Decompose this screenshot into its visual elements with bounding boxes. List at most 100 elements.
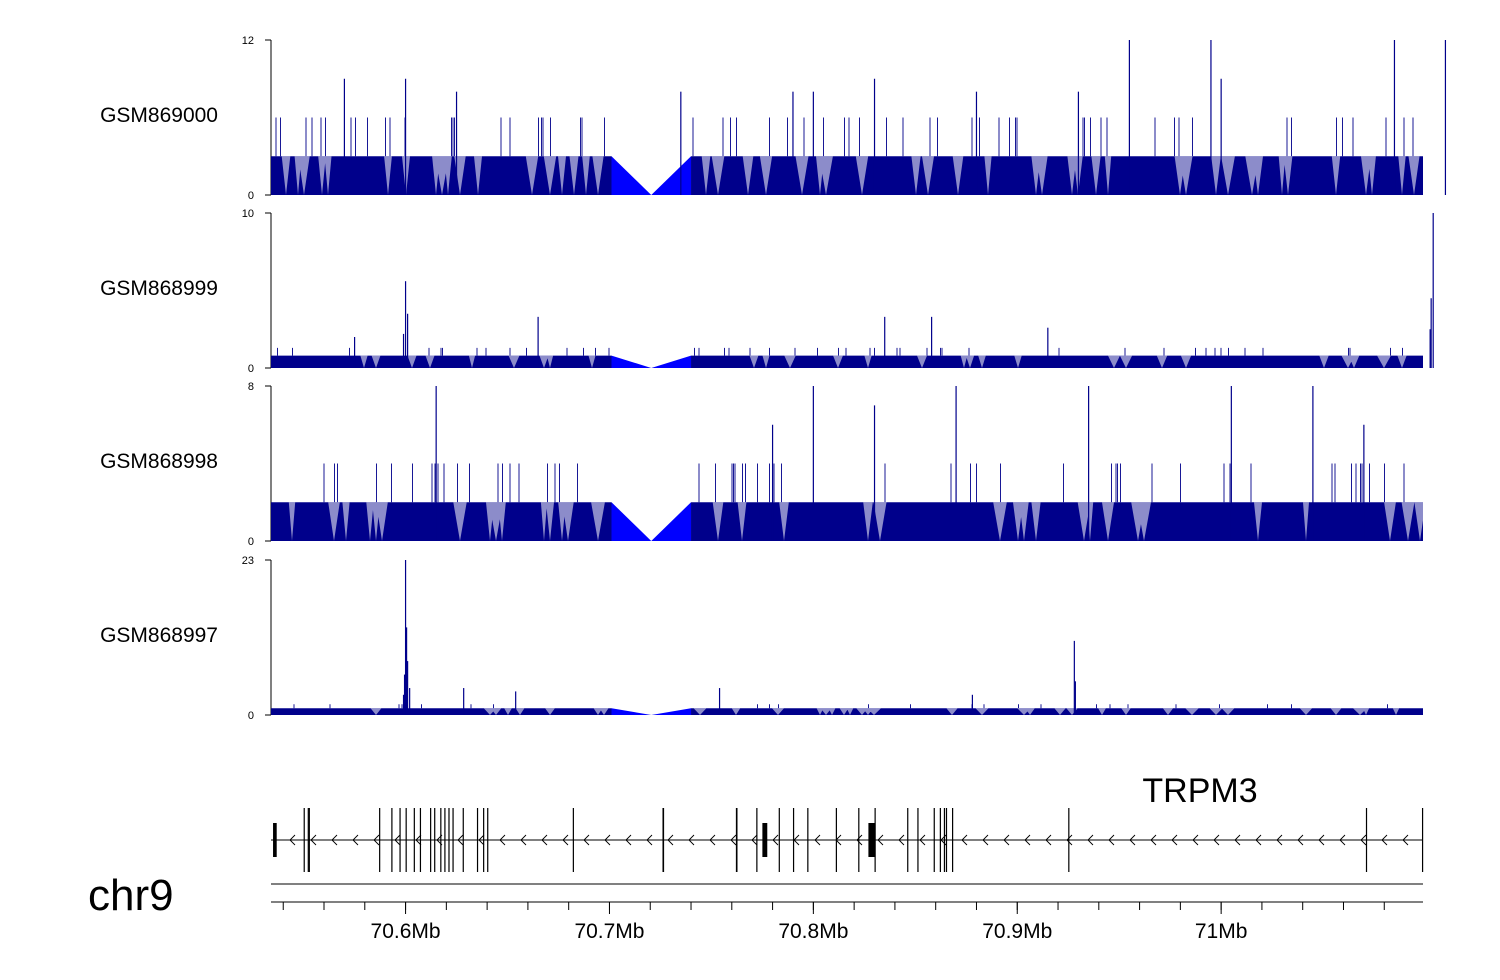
- strand-arrow: [1087, 834, 1094, 846]
- strand-arrow: [1129, 834, 1136, 846]
- gap-wedge: [651, 502, 692, 541]
- gene-exons: [273, 808, 1424, 872]
- exon: [419, 808, 422, 872]
- strand-arrow: [1192, 834, 1199, 846]
- exon: [487, 808, 489, 872]
- chromosome-label: chr9: [88, 871, 174, 920]
- y-tick-label: 8: [248, 381, 254, 393]
- axis-tick-label: 70.8Mb: [778, 920, 848, 943]
- gap-wedge: [611, 156, 652, 195]
- exon: [1068, 808, 1070, 872]
- strand-arrow: [856, 834, 863, 846]
- strand-arrow: [1066, 834, 1073, 846]
- exon: [430, 808, 432, 872]
- exon: [462, 808, 464, 872]
- signal-dips: [370, 708, 1400, 715]
- exon: [807, 808, 809, 872]
- axis-tick-label: 70.9Mb: [982, 920, 1052, 943]
- strand-arrow: [667, 834, 674, 846]
- exon: [943, 808, 946, 872]
- exon: [448, 808, 450, 872]
- exon: [662, 808, 665, 872]
- track-label: GSM868998: [100, 450, 218, 473]
- strand-arrow: [499, 834, 506, 846]
- gap-wedge: [651, 708, 692, 715]
- exon: [399, 808, 401, 872]
- strand-arrow: [289, 834, 296, 846]
- strand-arrow: [961, 834, 968, 846]
- strand-arrow: [646, 834, 653, 846]
- gap-wedge: [651, 156, 692, 195]
- gap-wedge: [611, 502, 652, 541]
- strand-arrow: [1276, 834, 1283, 846]
- strand-arrow: [898, 834, 905, 846]
- exon: [379, 808, 381, 872]
- signal-bars: [323, 463, 1405, 503]
- y-tick-label: 10: [242, 208, 254, 220]
- axis-ticks: 70.6Mb 70.7Mb 70.8Mb 70.9Mb 71Mb: [282, 902, 1385, 943]
- strand-arrow: [352, 834, 359, 846]
- signal-bars: [277, 347, 1403, 356]
- y-tick-label: 0: [248, 363, 254, 375]
- exon: [405, 808, 407, 872]
- strand-arrow: [415, 834, 422, 846]
- signal-base: [271, 708, 612, 715]
- exon: [434, 808, 436, 872]
- signal-dips: [288, 502, 1426, 541]
- strand-arrow: [877, 834, 884, 846]
- y-tick-label: 12: [242, 35, 254, 47]
- strand-arrow: [1024, 834, 1031, 846]
- exon: [858, 808, 860, 872]
- exon: [444, 808, 446, 872]
- strand-arrow: [709, 834, 716, 846]
- exon: [1365, 808, 1368, 872]
- exon: [933, 808, 935, 872]
- data-tracks: GSM869000120GSM868999100GSM86899880GSM86…: [100, 35, 1447, 722]
- exon: [1421, 808, 1424, 872]
- exon: [835, 808, 837, 872]
- strand-arrow: [772, 834, 779, 846]
- axis-tick-label: 70.7Mb: [574, 920, 644, 943]
- strand-arrow: [730, 834, 737, 846]
- exon: [756, 808, 758, 872]
- gene-track: TRPM3: [271, 772, 1424, 872]
- exon: [452, 808, 454, 872]
- track-label: GSM868997: [100, 624, 218, 647]
- track-GSM868997: GSM868997 23 0: [100, 555, 1423, 722]
- axis-tick-label: 71Mb: [1195, 920, 1248, 943]
- strand-arrow: [562, 834, 569, 846]
- strand-arrow: [1108, 834, 1115, 846]
- strand-arrow: [1150, 834, 1157, 846]
- track-label: GSM869000: [100, 104, 218, 127]
- genome-axis: 70.6Mb 70.7Mb 70.8Mb 70.9Mb 71Mb chr9: [88, 871, 1423, 943]
- gap-wedge: [611, 355, 652, 368]
- y-tick-label: 0: [248, 190, 254, 202]
- y-tick-label: 0: [248, 710, 254, 722]
- exon: [308, 808, 310, 872]
- strand-arrow: [1297, 834, 1304, 846]
- strand-arrow: [1213, 834, 1220, 846]
- track-label: GSM868999: [100, 277, 218, 300]
- strand-arrow: [1402, 834, 1409, 846]
- signal-base: [271, 502, 612, 541]
- strand-arrow: [520, 834, 527, 846]
- exon: [874, 808, 876, 872]
- strand-arrow: [310, 834, 317, 846]
- strand-arrow: [751, 834, 758, 846]
- strand-arrow: [457, 834, 464, 846]
- exon: [413, 808, 415, 872]
- strand-arrow: [982, 834, 989, 846]
- exon: [939, 808, 941, 872]
- strand-arrow: [919, 834, 926, 846]
- strand-arrow: [1003, 834, 1010, 846]
- strand-arrow: [583, 834, 590, 846]
- strand-arrow: [1339, 834, 1346, 846]
- y-tick-label: 23: [242, 555, 254, 567]
- exon: [868, 823, 876, 857]
- exon: [476, 808, 479, 872]
- axis-tick-label: 70.6Mb: [371, 920, 441, 943]
- signal-base: [271, 355, 612, 368]
- gap-wedge: [611, 708, 652, 715]
- strand-arrow: [1045, 834, 1052, 846]
